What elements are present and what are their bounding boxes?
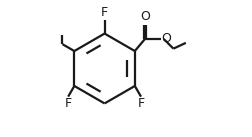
Text: O: O bbox=[161, 32, 170, 45]
Text: F: F bbox=[64, 97, 71, 110]
Text: F: F bbox=[137, 97, 144, 110]
Text: O: O bbox=[139, 11, 149, 23]
Text: F: F bbox=[101, 6, 108, 19]
